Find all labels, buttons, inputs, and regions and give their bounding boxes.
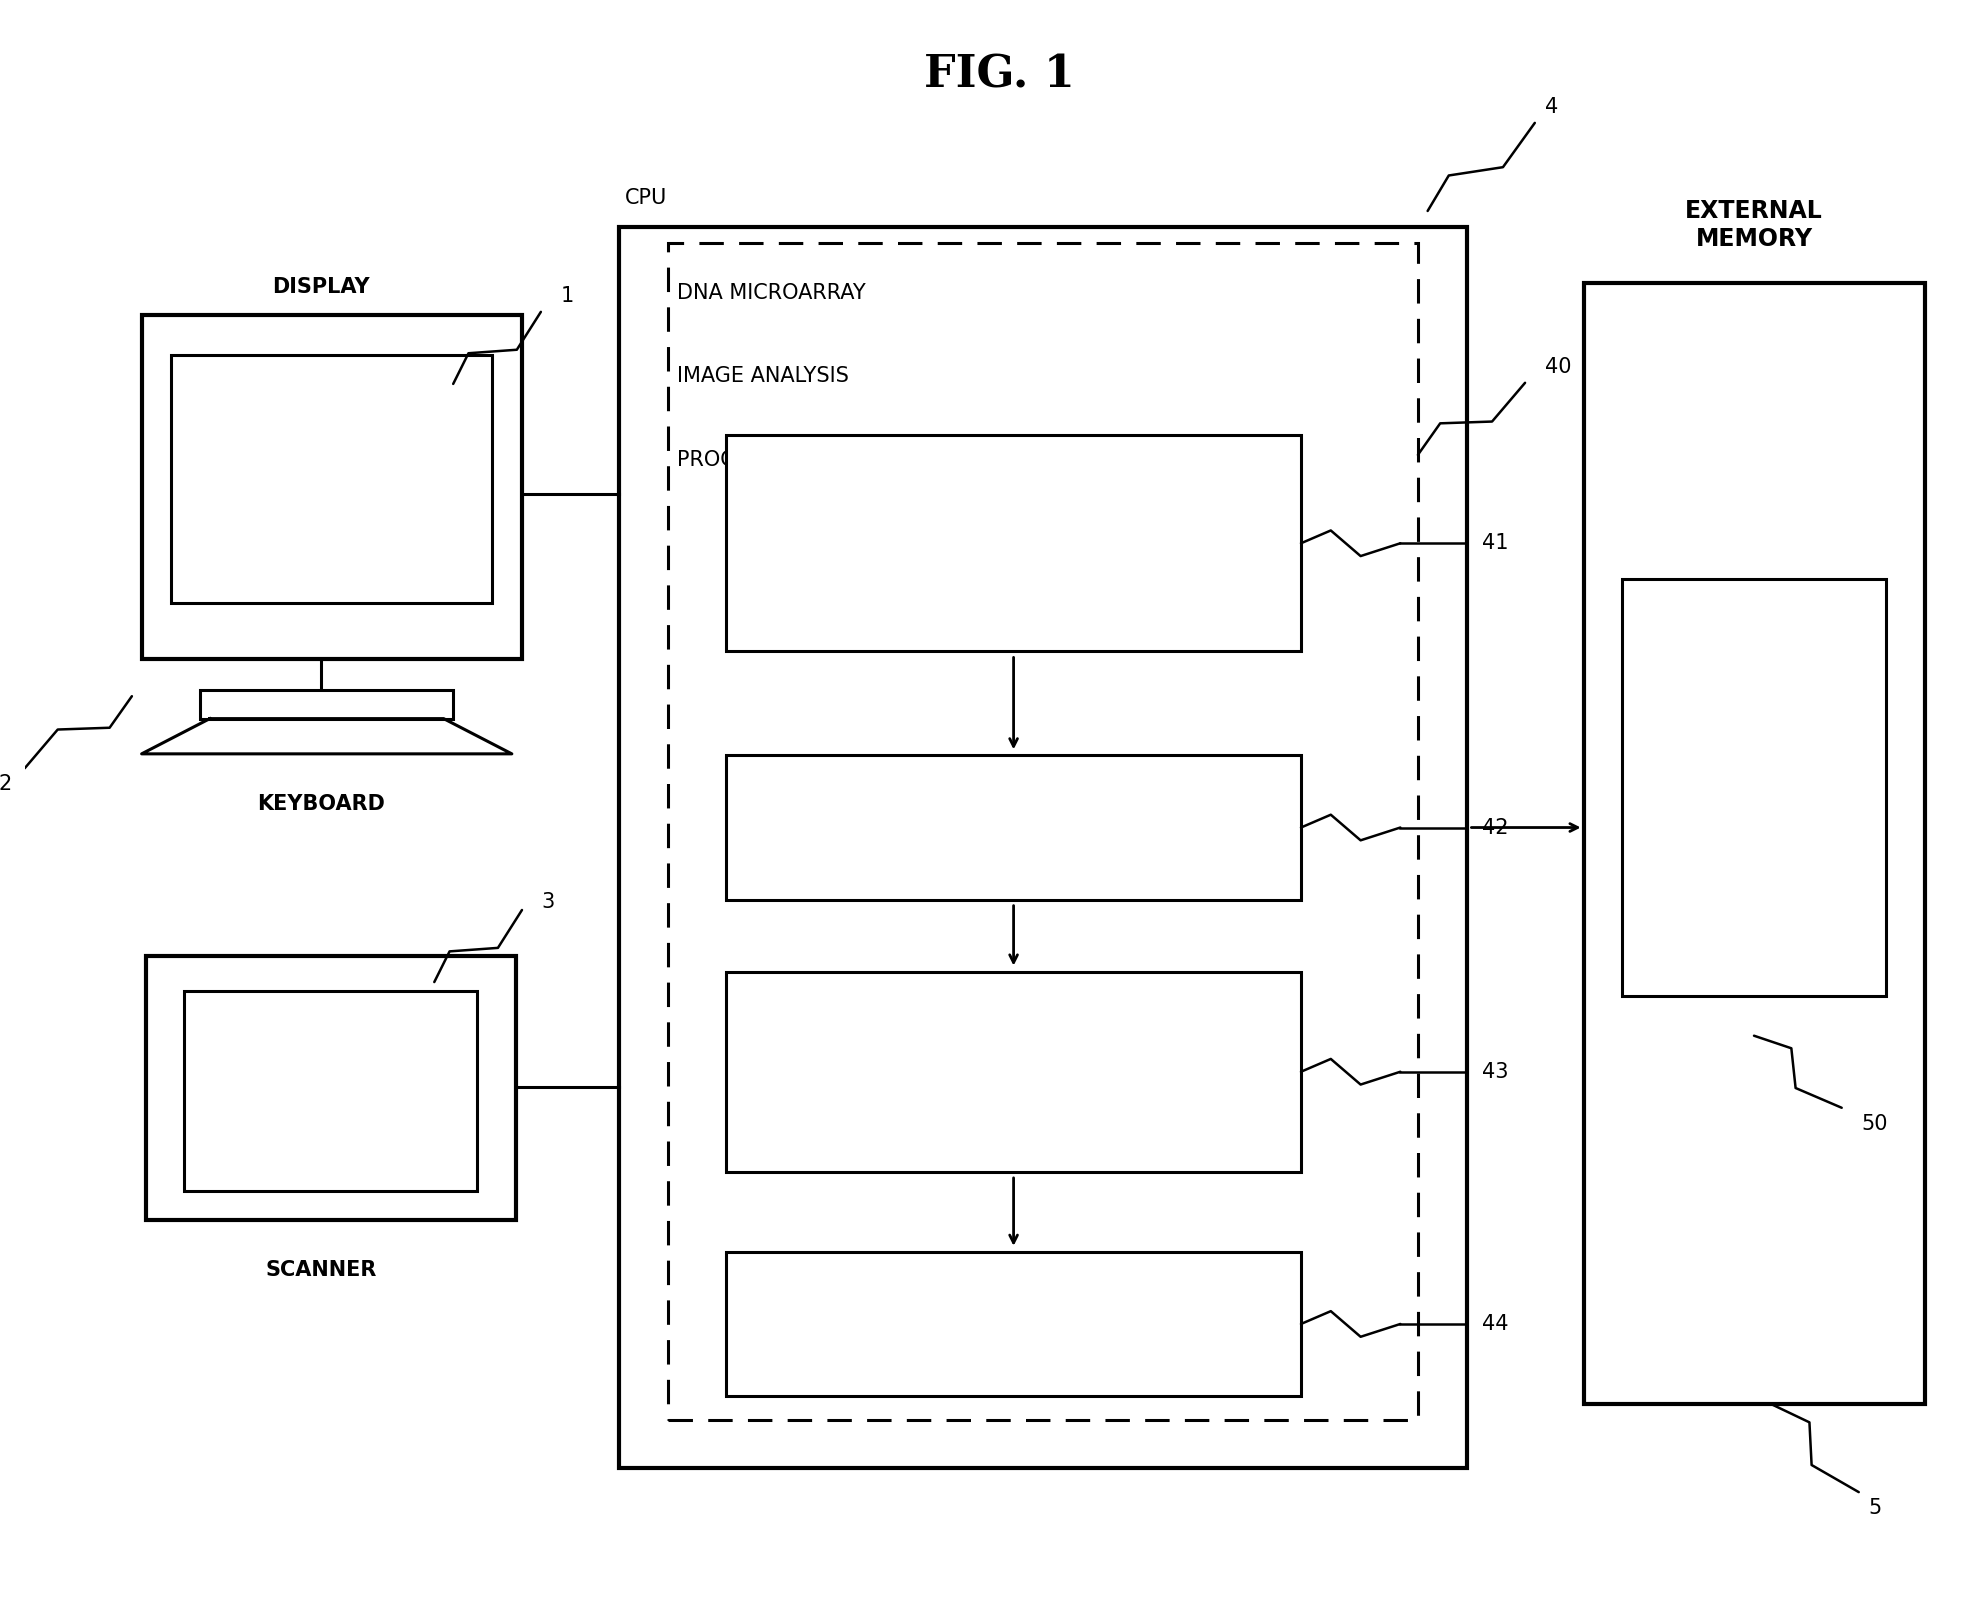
Text: 4: 4 xyxy=(1545,96,1557,117)
Bar xyxy=(184,992,476,1191)
Text: SECTION: SECTION xyxy=(966,1120,1061,1139)
Bar xyxy=(142,315,522,659)
Text: 50: 50 xyxy=(1861,1114,1887,1135)
Bar xyxy=(725,755,1300,900)
Text: ANALYSIS: ANALYSIS xyxy=(960,1286,1067,1305)
Text: STATUS: STATUS xyxy=(972,476,1055,495)
Text: DNA MICROARRAY: DNA MICROARRAY xyxy=(678,283,865,304)
Text: SECTION: SECTION xyxy=(966,847,1061,866)
Text: 3: 3 xyxy=(541,892,555,913)
Bar xyxy=(1583,283,1925,1405)
Text: SETTING SECTION: SETTING SECTION xyxy=(915,591,1111,611)
Text: 1: 1 xyxy=(561,286,573,305)
Text: DATA: DATA xyxy=(1717,776,1790,800)
Text: SCANNER: SCANNER xyxy=(265,1260,377,1279)
Bar xyxy=(725,435,1300,651)
Text: SECTION: SECTION xyxy=(966,1343,1061,1363)
Bar xyxy=(170,355,492,603)
Bar xyxy=(668,243,1419,1421)
Bar xyxy=(200,689,453,718)
Text: PROGRAM: PROGRAM xyxy=(678,450,782,469)
Text: 43: 43 xyxy=(1482,1062,1510,1082)
Text: DISPLAY: DISPLAY xyxy=(273,278,370,297)
Bar xyxy=(1622,579,1885,996)
Text: 42: 42 xyxy=(1482,818,1510,837)
Bar xyxy=(146,956,516,1220)
Text: EXTERNAL
MEMORY: EXTERNAL MEMORY xyxy=(1686,199,1824,251)
Text: AUTOMATIC: AUTOMATIC xyxy=(950,534,1077,553)
Bar xyxy=(725,972,1300,1172)
Text: 5: 5 xyxy=(1869,1498,1881,1519)
Bar xyxy=(725,1252,1300,1396)
Text: AUTOMATIC: AUTOMATIC xyxy=(950,1004,1077,1024)
Text: CPU: CPU xyxy=(624,188,668,207)
Text: KEYBOARD: KEYBOARD xyxy=(257,794,385,813)
Text: IMAGE ANALYSIS: IMAGE ANALYSIS xyxy=(678,366,850,386)
Text: DECISION: DECISION xyxy=(960,1062,1065,1082)
Text: 40: 40 xyxy=(1545,357,1571,376)
Text: 44: 44 xyxy=(1482,1315,1510,1334)
Text: LEARNING: LEARNING xyxy=(958,789,1069,808)
Text: 2: 2 xyxy=(0,775,12,794)
Text: FIG. 1: FIG. 1 xyxy=(923,53,1075,96)
Text: 41: 41 xyxy=(1482,534,1510,553)
Bar xyxy=(618,227,1466,1469)
